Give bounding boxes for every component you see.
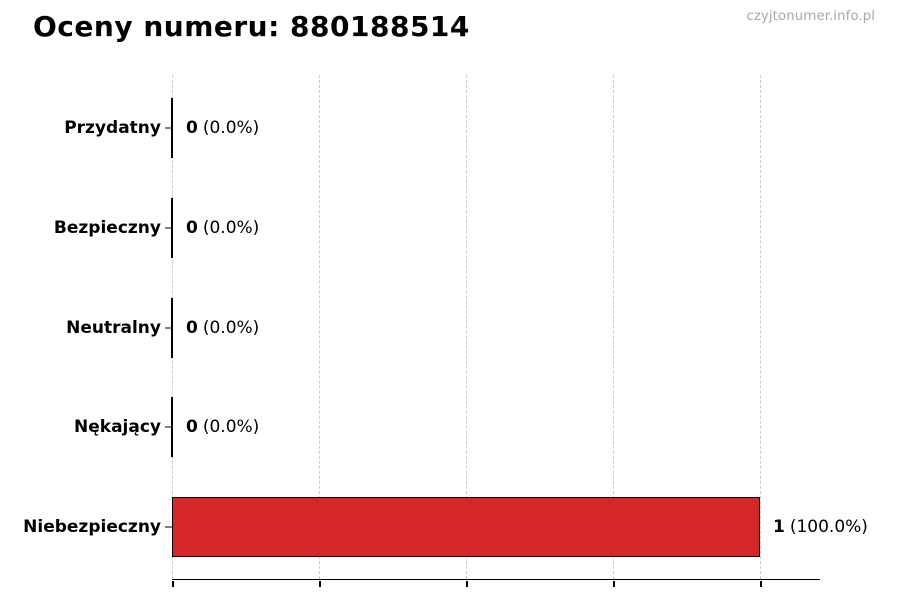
- y-axis-tick: [165, 526, 172, 528]
- y-axis-tick: [165, 227, 172, 229]
- category-label: Przydatny: [64, 118, 161, 138]
- x-axis-tick: [760, 580, 762, 587]
- x-axis-tick: [466, 580, 468, 587]
- x-axis-tick: [172, 580, 174, 587]
- value-count: 0: [186, 218, 198, 238]
- value-count: 0: [186, 118, 198, 138]
- y-axis-tick: [165, 327, 172, 329]
- site-watermark: czyjtonumer.info.pl: [746, 8, 875, 24]
- value-count: 0: [186, 417, 198, 437]
- category-label: Bezpieczny: [53, 218, 161, 238]
- value-label: 0 (0.0%): [186, 417, 259, 437]
- category-label: Nękający: [74, 417, 161, 437]
- y-axis-tick: [165, 127, 172, 129]
- vertical-gridline: [319, 75, 320, 579]
- vertical-gridline: [613, 75, 614, 579]
- vertical-gridline: [466, 75, 467, 579]
- bar-nekajacy: [171, 397, 173, 457]
- category-label: Niebezpieczny: [23, 517, 161, 537]
- value-count: 0: [186, 318, 198, 338]
- bar-przydatny: [171, 98, 173, 158]
- vertical-gridline: [760, 75, 761, 579]
- value-percent: (0.0%): [202, 218, 260, 238]
- bar-niebezpieczny: [172, 497, 760, 557]
- value-label: 1 (100.0%): [773, 517, 868, 537]
- chart-title: Oceny numeru: 880188514: [33, 10, 470, 43]
- value-label: 0 (0.0%): [186, 218, 259, 238]
- y-axis-tick: [165, 426, 172, 428]
- x-axis-tick: [613, 580, 615, 587]
- bar-row-neutralny: Neutralny 0 (0.0%): [66, 298, 820, 358]
- value-percent: (100.0%): [789, 517, 868, 537]
- bar-row-bezpieczny: Bezpieczny 0 (0.0%): [54, 198, 820, 258]
- value-label: 0 (0.0%): [186, 118, 259, 138]
- bar-row-nekajacy: Nękający 0 (0.0%): [74, 397, 820, 457]
- value-count: 1: [773, 517, 785, 537]
- value-label: 0 (0.0%): [186, 318, 259, 338]
- plot-area: Przydatny 0 (0.0%) Bezpieczny 0 (0.0%) Neu…: [23, 75, 868, 587]
- value-percent: (0.0%): [202, 118, 260, 138]
- bar-row-niebezpieczny: Niebezpieczny 1 (100.0%): [23, 497, 868, 557]
- value-percent: (0.0%): [202, 318, 260, 338]
- bar-bezpieczny: [171, 198, 173, 258]
- x-axis-tick: [319, 580, 321, 587]
- category-label: Neutralny: [66, 318, 161, 338]
- bar-neutralny: [171, 298, 173, 358]
- bar-row-przydatny: Przydatny 0 (0.0%): [64, 98, 820, 158]
- value-percent: (0.0%): [202, 417, 260, 437]
